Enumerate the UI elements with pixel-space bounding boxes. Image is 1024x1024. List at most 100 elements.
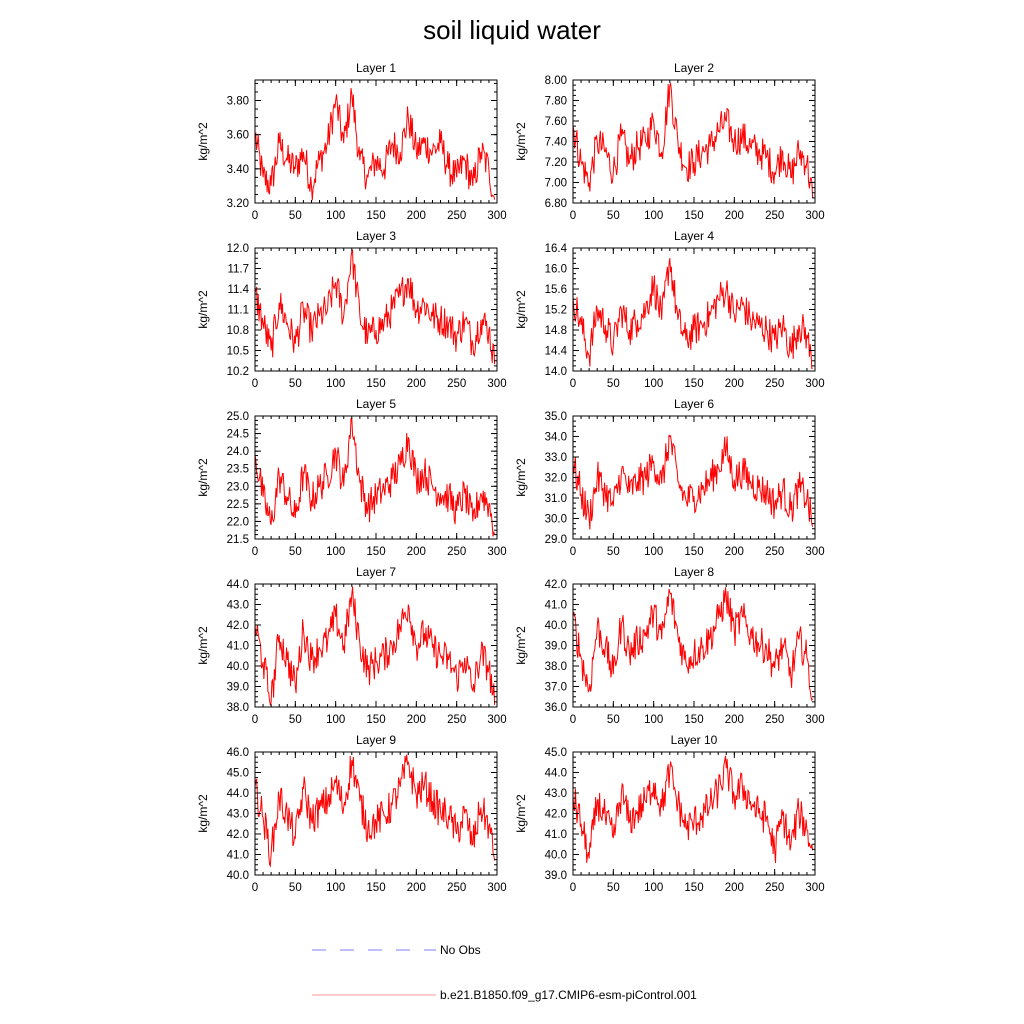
- panel-layer-6-xtick-label: 100: [644, 546, 663, 558]
- panel-layer-2-ytick-label: 6.80: [545, 198, 567, 210]
- panel-layer-9-xtick-label: 50: [289, 882, 302, 894]
- panel-layer-8-ytick-label: 42.0: [545, 579, 567, 591]
- panel-layer-8-series-line: [572, 587, 814, 702]
- panel-layer-2-ytick-label: 7.40: [545, 137, 567, 149]
- panel-layer-9-xtick-label: 300: [487, 882, 506, 894]
- panel-layer-1-ylabel: kg/m^2: [196, 122, 210, 161]
- panel-layer-5-xtick-label: 200: [407, 546, 426, 558]
- panel-layer-3-ytick-label: 12.0: [227, 243, 249, 255]
- panel-layer-1: Layer 1 kg/m^2 0 50 100 150 200 250 300 3.20 3.40 3…: [196, 61, 507, 222]
- panel-layer-3-ytick-label: 10.2: [227, 366, 249, 378]
- panel-layer-5-xtick-label: 150: [366, 546, 385, 558]
- panel-layer-3-xtick-label: 150: [366, 378, 385, 390]
- panel-layer-8-ylabel: kg/m^2: [514, 626, 528, 665]
- panel-layer-8-title: Layer 8: [674, 565, 714, 579]
- panel-layer-8-ytick-label: 41.0: [545, 600, 567, 612]
- panel-layer-4-ytick-label: 15.6: [545, 284, 567, 296]
- panel-layer-1-xtick-label: 0: [252, 210, 258, 222]
- panel-layer-4-xtick-label: 150: [684, 378, 703, 390]
- panel-layer-3: Layer 3 kg/m^2 0 50 100 150 200 250 300 10.2 10.5 1…: [196, 229, 507, 390]
- panel-layer-2-ytick-label: 7.60: [545, 116, 567, 128]
- legend-obs-label: No Obs: [440, 943, 481, 957]
- panel-layer-3-ytick-label: 11.4: [227, 284, 249, 296]
- panel-layer-7-ytick-label: 41.0: [227, 641, 249, 653]
- panel-layer-2-ytick-label: 7.20: [545, 157, 567, 169]
- panel-layer-8-ytick-label: 39.0: [545, 641, 567, 653]
- panel-layer-1-ytick-label: 3.60: [227, 130, 249, 142]
- panel-layer-4-xtick-label: 250: [765, 378, 784, 390]
- panel-layer-9-series-line: [254, 754, 496, 868]
- panel-layer-6-xtick-label: 150: [684, 546, 703, 558]
- panel-layer-7-ytick-label: 44.0: [227, 579, 249, 591]
- panel-layer-6-ytick-label: 29.0: [545, 534, 567, 546]
- legend-model-label: b.e21.B1850.f09_g17.CMIP6-esm-piControl.…: [440, 988, 697, 1002]
- panel-layer-2-xtick-label: 100: [644, 210, 663, 222]
- panel-layer-8-xtick-label: 150: [684, 714, 703, 726]
- panel-layer-8-xtick-label: 200: [725, 714, 744, 726]
- panels-group: Layer 1 kg/m^2 0 50 100 150 200 250 300 3.20 3.40 3…: [196, 61, 825, 894]
- panel-layer-6-ytick-label: 34.0: [545, 432, 567, 444]
- panel-layer-6-xtick-label: 250: [765, 546, 784, 558]
- panel-layer-8-xtick-label: 0: [570, 714, 576, 726]
- figure-title: soil liquid water: [423, 15, 601, 45]
- panel-layer-6: Layer 6 kg/m^2 0 50 100 150 200 250 300 29.0 30.0 3…: [514, 397, 825, 558]
- panel-layer-2-ylabel: kg/m^2: [514, 122, 528, 161]
- panel-layer-1-xtick-label: 250: [447, 210, 466, 222]
- panel-layer-9-xtick-label: 200: [407, 882, 426, 894]
- panel-layer-8-xtick-label: 100: [644, 714, 663, 726]
- panel-layer-5-ylabel: kg/m^2: [196, 458, 210, 497]
- panel-layer-6-ytick-label: 32.0: [545, 473, 567, 485]
- panel-layer-8-ytick-label: 38.0: [545, 661, 567, 673]
- panel-layer-3-title: Layer 3: [356, 229, 396, 243]
- panel-layer-10-xtick-label: 50: [607, 882, 620, 894]
- panel-layer-7-ytick-label: 39.0: [227, 682, 249, 694]
- panel-layer-9-xtick-label: 100: [326, 882, 345, 894]
- panel-layer-10-title: Layer 10: [671, 733, 718, 747]
- panel-layer-9-ytick-label: 42.0: [227, 829, 249, 841]
- panel-layer-3-xtick-label: 0: [252, 378, 258, 390]
- panel-layer-8-ytick-label: 37.0: [545, 682, 567, 694]
- panel-layer-2-xtick-label: 200: [725, 210, 744, 222]
- panel-layer-3-ylabel: kg/m^2: [196, 290, 210, 329]
- panel-layer-4-ytick-label: 14.8: [545, 325, 567, 337]
- panel-layer-5-series-line: [254, 418, 496, 537]
- panel-layer-7-xtick-label: 100: [326, 714, 345, 726]
- panel-layer-9-ylabel: kg/m^2: [196, 794, 210, 833]
- panel-layer-10: Layer 10 kg/m^2 0 50 100 150 200 250 300 39.0 40.0…: [514, 733, 825, 894]
- panel-layer-10-xtick-label: 300: [805, 882, 824, 894]
- panel-layer-9-xtick-label: 250: [447, 882, 466, 894]
- panel-layer-7: Layer 7 kg/m^2 0 50 100 150 200 250 300 38.0 39.0 4…: [196, 565, 507, 726]
- panel-layer-2-series-line: [572, 82, 814, 198]
- panel-layer-8-ytick-label: 36.0: [545, 702, 567, 714]
- panel-layer-5-xtick-label: 300: [487, 546, 506, 558]
- panel-layer-2-xtick-label: 0: [570, 210, 576, 222]
- panel-layer-4-ytick-label: 16.0: [545, 264, 567, 276]
- panel-layer-6-xtick-label: 300: [805, 546, 824, 558]
- panel-layer-5-ytick-label: 23.5: [227, 464, 249, 476]
- panel-layer-5-xtick-label: 50: [289, 546, 302, 558]
- panel-layer-7-title: Layer 7: [356, 565, 396, 579]
- panel-layer-5-ytick-label: 22.5: [227, 499, 249, 511]
- panel-layer-7-xtick-label: 200: [407, 714, 426, 726]
- panel-layer-4-ytick-label: 14.0: [545, 366, 567, 378]
- panel-layer-7-xtick-label: 150: [366, 714, 385, 726]
- panel-layer-4-ytick-label: 15.2: [545, 305, 567, 317]
- panel-layer-2-xtick-label: 50: [607, 210, 620, 222]
- panel-layer-7-xtick-label: 250: [447, 714, 466, 726]
- panel-layer-2-ytick-label: 8.00: [545, 75, 567, 87]
- panel-layer-6-title: Layer 6: [674, 397, 714, 411]
- panel-layer-1-title: Layer 1: [356, 61, 396, 75]
- panel-layer-5: Layer 5 kg/m^2 0 50 100 150 200 250 300 21.5 22.0 2…: [196, 397, 507, 558]
- panel-layer-1-xtick-label: 150: [366, 210, 385, 222]
- panel-layer-6-xtick-label: 0: [570, 546, 576, 558]
- panel-layer-6-ylabel: kg/m^2: [514, 458, 528, 497]
- panel-layer-6-ytick-label: 30.0: [545, 514, 567, 526]
- panel-layer-9: Layer 9 kg/m^2 0 50 100 150 200 250 300 40.0 41.0 4…: [196, 733, 507, 894]
- panel-layer-1-xtick-label: 100: [326, 210, 345, 222]
- panel-layer-5-ytick-label: 24.0: [227, 446, 249, 458]
- panel-layer-1-xtick-label: 50: [289, 210, 302, 222]
- panel-layer-4-ytick-label: 16.4: [545, 243, 568, 255]
- panel-layer-9-title: Layer 9: [356, 733, 396, 747]
- panel-layer-8-ytick-label: 40.0: [545, 620, 567, 632]
- panel-layer-4-title: Layer 4: [674, 229, 714, 243]
